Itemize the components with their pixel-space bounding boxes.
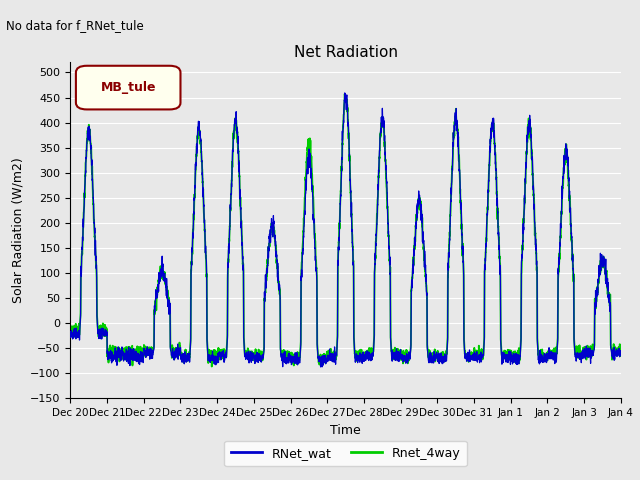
Y-axis label: Solar Radiation (W/m2): Solar Radiation (W/m2)	[12, 157, 25, 303]
RNet_wat	[616, 348, 624, 353]
RNet_wat	[500, 355, 508, 361]
Title: Net Radiation: Net Radiation	[294, 45, 397, 60]
RNet_wat	[317, 364, 324, 370]
Line: RNet_wat: RNet_wat	[70, 93, 621, 367]
RNet_wat	[166, 300, 173, 306]
RNet_wat	[325, 355, 333, 361]
RNet_wat	[469, 354, 477, 360]
Rnet_4way	[617, 353, 625, 359]
Rnet_4way	[616, 353, 624, 359]
Rnet_4way	[469, 352, 477, 358]
Rnet_4way	[341, 91, 349, 97]
Rnet_4way	[67, 328, 74, 334]
Text: MB_tule: MB_tule	[100, 81, 156, 94]
Rnet_4way	[166, 300, 173, 306]
Text: No data for f_RNet_tule: No data for f_RNet_tule	[6, 19, 144, 32]
Legend: RNet_wat, Rnet_4way: RNet_wat, Rnet_4way	[225, 441, 467, 466]
Rnet_4way	[500, 352, 508, 358]
RNet_wat	[439, 353, 447, 359]
FancyBboxPatch shape	[76, 66, 180, 109]
RNet_wat	[341, 90, 349, 96]
Rnet_4way	[439, 356, 447, 361]
Line: Rnet_4way: Rnet_4way	[70, 94, 621, 367]
Rnet_4way	[208, 364, 216, 370]
Rnet_4way	[325, 353, 333, 359]
RNet_wat	[617, 348, 625, 354]
RNet_wat	[67, 329, 74, 335]
X-axis label: Time: Time	[330, 424, 361, 437]
